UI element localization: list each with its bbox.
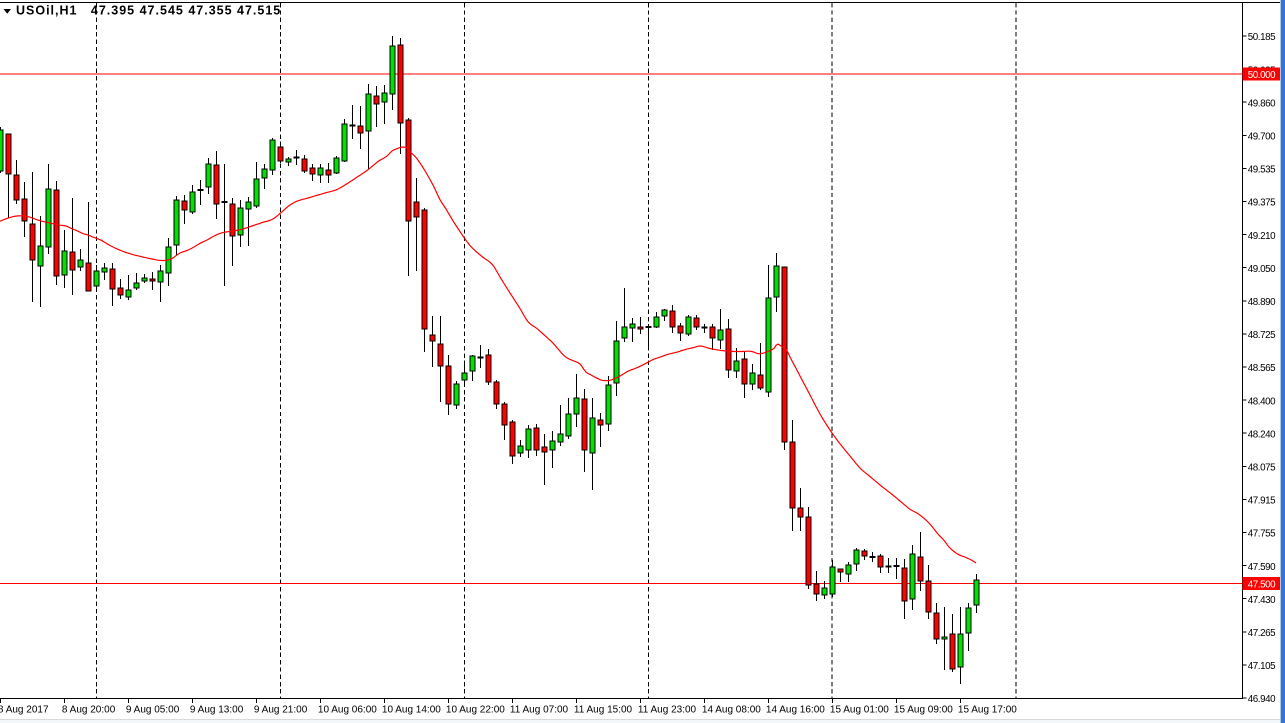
svg-text:9 Aug 05:00: 9 Aug 05:00	[126, 705, 180, 716]
svg-text:15 Aug 17:00: 15 Aug 17:00	[958, 705, 1017, 716]
svg-text:49.700: 49.700	[1248, 132, 1276, 143]
svg-text:48.240: 48.240	[1248, 429, 1276, 440]
svg-text:9 Aug 21:00: 9 Aug 21:00	[254, 705, 308, 716]
svg-text:47.265: 47.265	[1248, 628, 1276, 639]
svg-text:47.430: 47.430	[1248, 595, 1276, 606]
svg-text:USOil,H1 47.395 47.545 47.35: USOil,H1 47.395 47.545 47.355 47.515	[16, 4, 281, 18]
svg-text:47.500: 47.500	[1248, 580, 1276, 591]
svg-text:49.535: 49.535	[1248, 165, 1276, 176]
svg-text:50.000: 50.000	[1248, 70, 1276, 81]
svg-text:8 Aug 2017: 8 Aug 2017	[0, 705, 49, 716]
svg-text:9 Aug 13:00: 9 Aug 13:00	[190, 705, 244, 716]
svg-text:47.105: 47.105	[1248, 661, 1276, 672]
svg-text:10 Aug 22:00: 10 Aug 22:00	[446, 705, 505, 716]
svg-text:49.050: 49.050	[1248, 264, 1276, 275]
svg-text:8 Aug 20:00: 8 Aug 20:00	[62, 705, 116, 716]
svg-text:48.075: 48.075	[1248, 463, 1276, 474]
svg-text:11 Aug 15:00: 11 Aug 15:00	[574, 705, 633, 716]
svg-text:11 Aug 07:00: 11 Aug 07:00	[510, 705, 569, 716]
svg-text:14 Aug 16:00: 14 Aug 16:00	[766, 705, 825, 716]
svg-text:15 Aug 09:00: 15 Aug 09:00	[894, 705, 953, 716]
svg-text:47.755: 47.755	[1248, 529, 1276, 540]
svg-text:48.725: 48.725	[1248, 330, 1276, 341]
svg-text:48.400: 48.400	[1248, 396, 1276, 407]
svg-text:48.565: 48.565	[1248, 363, 1276, 374]
svg-text:50.185: 50.185	[1248, 32, 1276, 43]
svg-text:47.915: 47.915	[1248, 496, 1276, 507]
svg-text:47.590: 47.590	[1248, 562, 1276, 573]
svg-text:11 Aug 23:00: 11 Aug 23:00	[638, 705, 697, 716]
svg-text:49.210: 49.210	[1248, 231, 1276, 242]
svg-text:49.375: 49.375	[1248, 198, 1276, 209]
svg-text:46.940: 46.940	[1248, 694, 1276, 705]
svg-text:49.860: 49.860	[1248, 98, 1276, 109]
svg-text:15 Aug 01:00: 15 Aug 01:00	[830, 705, 889, 716]
svg-text:10 Aug 06:00: 10 Aug 06:00	[318, 705, 377, 716]
svg-text:14 Aug 08:00: 14 Aug 08:00	[702, 705, 761, 716]
svg-text:10 Aug 14:00: 10 Aug 14:00	[382, 705, 441, 716]
svg-text:48.890: 48.890	[1248, 297, 1276, 308]
